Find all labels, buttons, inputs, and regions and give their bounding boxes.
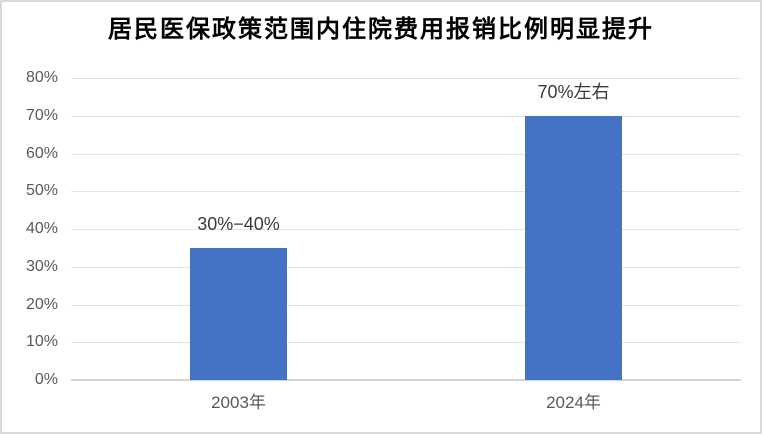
y-tick-label: 20% [25,295,58,313]
y-tick-label: 30% [25,257,58,275]
x-category-label: 2003年 [211,393,266,412]
x-category-label: 2024年 [546,393,601,412]
y-tick-label: 60% [25,144,58,162]
gridline [71,115,741,117]
gridline [71,191,741,193]
gridline [71,342,741,344]
bar-data-label: 30%−40% [197,213,280,234]
y-tick-label: 10% [25,333,58,351]
y-tick-label: 0% [34,371,58,388]
gridline [71,266,741,268]
bar-2024年 [525,115,622,380]
y-tick-label: 50% [25,182,58,200]
gridline [71,153,741,155]
chart-title: 居民医保政策范围内住院费用报销比例明显提升 [108,16,654,43]
y-tick-label: 40% [25,220,58,237]
bar-2003年 [190,247,287,380]
y-tick-label: 80% [25,69,58,86]
bar-data-label: 70%左右 [537,81,610,102]
gridline [71,229,741,230]
gridline [71,78,741,79]
gridline [71,304,741,306]
y-tick-label: 70% [25,106,58,124]
x-axis-line [71,379,741,381]
